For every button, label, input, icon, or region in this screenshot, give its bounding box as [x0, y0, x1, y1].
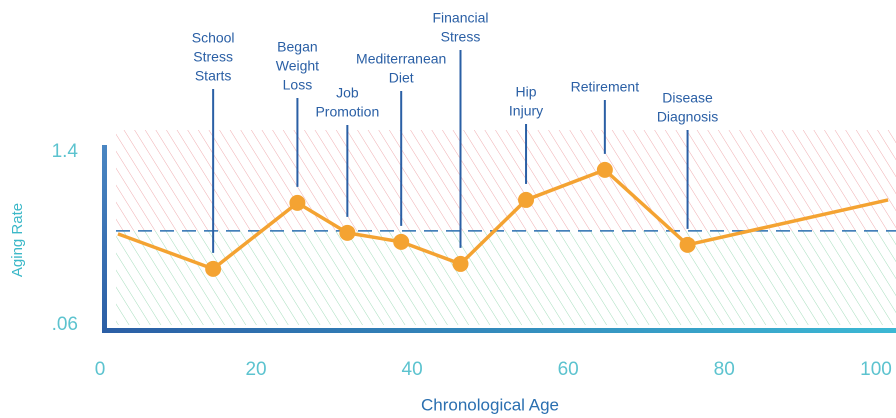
- point-marker: [679, 236, 696, 253]
- x-axis: [102, 328, 896, 333]
- annotation-label: Stress: [441, 29, 481, 45]
- annotation-label: Stress: [193, 49, 233, 65]
- x-tick-label: 100: [860, 359, 892, 380]
- annotation-label: Began: [277, 39, 317, 55]
- annotation-label: Starts: [195, 68, 232, 84]
- y-tick-label: .06: [52, 314, 78, 335]
- annotation-label: Diagnosis: [657, 109, 718, 125]
- point-marker: [452, 255, 469, 272]
- y-axis: [102, 145, 107, 333]
- y-tick-label: 1.4: [52, 141, 79, 162]
- point-marker: [289, 194, 306, 211]
- annotation-label: Job: [336, 85, 359, 101]
- annotation-label: Mediterranean: [356, 51, 446, 67]
- point-marker: [596, 161, 613, 178]
- annotation-label: Diet: [389, 70, 414, 86]
- annotation-label: Financial: [432, 10, 488, 26]
- point-marker: [393, 233, 410, 250]
- annotation-label: Loss: [283, 77, 313, 93]
- point-marker: [339, 224, 356, 241]
- annotation-label: Disease: [662, 90, 713, 106]
- x-tick-label: 40: [402, 359, 423, 380]
- point-marker: [205, 260, 222, 277]
- annotation-label: Retirement: [571, 79, 640, 95]
- x-axis-title: Chronological Age: [421, 395, 559, 414]
- annotation-label: School: [192, 30, 235, 46]
- x-tick-label: 20: [245, 359, 266, 380]
- x-tick-label: 0: [95, 359, 106, 380]
- point-marker: [518, 191, 535, 208]
- annotation-label: Promotion: [315, 104, 379, 120]
- annotation-label: Injury: [509, 103, 543, 119]
- risk-zone: [116, 130, 896, 231]
- line: [117, 168, 889, 271]
- annotation-label: Hip: [516, 84, 537, 100]
- annotation-label: Weight: [276, 58, 319, 74]
- x-tick-label: 60: [558, 359, 579, 380]
- y-axis-title: Aging Rate: [9, 203, 26, 277]
- healthy-zone: [116, 230, 896, 325]
- x-tick-label: 80: [714, 359, 735, 380]
